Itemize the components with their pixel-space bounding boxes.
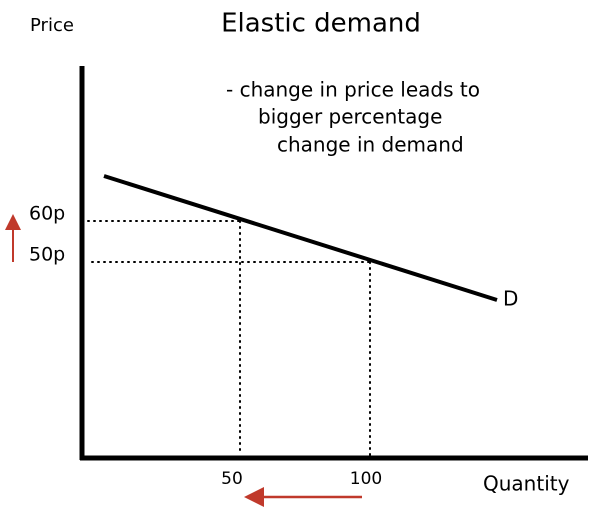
quantity-label: 50 (221, 469, 243, 489)
quantity-label: 100 (350, 469, 382, 489)
annotation-line: change in demand (277, 133, 464, 157)
annotation-line: - change in price leads to (226, 78, 480, 102)
demand-curve (103, 174, 498, 302)
price-label: 50p (29, 244, 65, 266)
y-axis-label: Price (30, 15, 74, 36)
annotation-line: bigger percentage (258, 105, 442, 129)
price-label: 60p (29, 203, 65, 225)
title: Elastic demand (221, 9, 421, 39)
curve-label: D (503, 287, 518, 311)
x-axis-label: Quantity (483, 472, 570, 496)
